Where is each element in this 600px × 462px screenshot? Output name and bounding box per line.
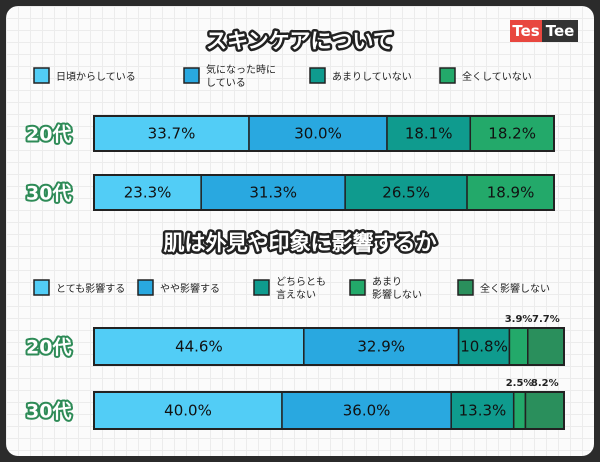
data-label: 18.2%: [488, 125, 536, 143]
bar-outline: [93, 327, 565, 366]
data-label: 30.0%: [294, 125, 342, 143]
legend-label: 影響しない: [372, 288, 422, 301]
logo-right-box: [542, 20, 578, 42]
bar-segment: [512, 391, 527, 430]
legend-label: やや影響する: [160, 282, 220, 295]
bar-segment: [248, 115, 388, 152]
bar-segment: [93, 391, 283, 430]
chart-title: 肌は外見や印象に影響するか: [164, 231, 437, 255]
outside-data-label: 8.2%: [531, 378, 559, 389]
bar-outline: [93, 115, 555, 152]
data-label: 10.8%: [460, 338, 508, 356]
bar-segment: [527, 327, 565, 366]
legend-swatch: [309, 67, 326, 84]
legend-label: 言えない: [276, 288, 316, 301]
bar-outline: [93, 174, 555, 211]
legend-label: とても影響する: [56, 282, 125, 295]
data-label: 36.0%: [343, 402, 391, 420]
legend-swatch: [253, 279, 270, 296]
data-label: 40.0%: [164, 402, 212, 420]
legend-label: どちらとも: [276, 276, 326, 288]
outside-data-label: 3.9%: [505, 314, 533, 325]
bar-outline: [93, 391, 565, 430]
data-label: 18.9%: [487, 184, 535, 202]
legend-swatch: [439, 67, 456, 84]
bar-segment: [457, 327, 511, 366]
data-label: 18.1%: [405, 125, 453, 143]
data-label: 32.9%: [357, 338, 405, 356]
bar-segment: [524, 391, 565, 430]
legend-label: 気になった時に: [206, 63, 276, 76]
bar-segment: [281, 391, 452, 430]
bar-segment: [508, 327, 529, 366]
legend-swatch: [457, 279, 474, 296]
legend-label: 全く影響しない: [480, 282, 550, 295]
data-label: 31.3%: [249, 184, 297, 202]
outside-data-label: 7.7%: [532, 314, 560, 325]
chart-card: Tes Tee スキンケアについて日頃からしている 気になった時に している あまりし…: [6, 6, 594, 456]
logo-left-box: [510, 20, 542, 42]
legend-label: 日頃からしている: [56, 71, 136, 83]
bar-segment: [303, 327, 460, 366]
legend-label: 全くしていない: [462, 70, 532, 83]
bar-segment: [450, 391, 515, 430]
logo: Tes Tee: [510, 20, 578, 42]
bar-segment: [466, 174, 555, 211]
logo-part1: Tes: [512, 22, 539, 40]
data-label: 33.7%: [148, 125, 196, 143]
data-label: 23.3%: [124, 184, 172, 202]
chart-title: スキンケアについて: [206, 29, 394, 53]
data-label: 13.3%: [459, 402, 507, 420]
legend-swatch: [183, 67, 200, 84]
legend-label: あまりしていない: [332, 71, 412, 83]
data-label: 26.5%: [382, 184, 430, 202]
data-label: 44.6%: [175, 338, 223, 356]
row-label: 30代: [26, 401, 71, 423]
row-label: 30代: [26, 183, 71, 205]
legend-swatch: [349, 279, 366, 296]
legend-label: あまり: [372, 276, 402, 288]
legend-label: している: [206, 77, 246, 89]
legend-swatch: [33, 279, 50, 296]
row-label: 20代: [26, 337, 71, 359]
outside-data-label: 2.5%: [506, 378, 534, 389]
row-label: 20代: [26, 124, 71, 146]
logo-part2: Tee: [546, 22, 575, 40]
legend-swatch: [33, 67, 50, 84]
legend-swatch: [137, 279, 154, 296]
